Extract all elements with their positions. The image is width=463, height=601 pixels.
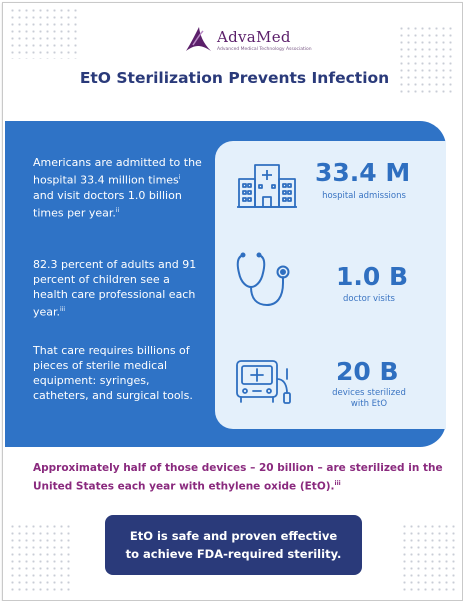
stat-label-line-1: devices sterilized	[332, 388, 406, 398]
fact-paragraph-3: That care requires billions of pieces of…	[33, 343, 203, 403]
safety-callout-box: EtO is safe and proven effective to achi…	[105, 515, 362, 575]
page-title: EtO Sterilization Prevents Infection	[79, 69, 390, 87]
callout-line-2: to achieve FDA-required sterility.	[125, 547, 342, 561]
dot-pattern-bottom-right	[401, 523, 457, 593]
advamed-logo-mark-icon	[186, 27, 211, 51]
hospital-building-icon	[237, 164, 297, 208]
stats-panel	[215, 141, 446, 429]
logo-name: AdvaMed	[217, 28, 291, 46]
closing-statement: Approximately half of those devices – 20…	[33, 461, 443, 495]
fact-2-text: 82.3 percent of adults and 91 percent of…	[33, 258, 197, 319]
stat-value-doctor-visits: 1.0 B	[336, 262, 409, 291]
stat-value-devices-sterilized: 20 B	[336, 357, 399, 386]
logo-tagline: Advanced Medical Technology Association	[217, 47, 312, 52]
callout-line-1: EtO is safe and proven effective	[129, 529, 338, 543]
fact-paragraph-2: 82.3 percent of adults and 91 percent of…	[33, 257, 203, 320]
fact-paragraph-1: Americans are admitted to the hospital 3…	[33, 155, 203, 220]
stethoscope-icon	[236, 252, 290, 307]
stat-label-hospital: hospital admissions	[322, 191, 406, 201]
fact-1-text-start: Americans are admitted to the hospital 3…	[33, 156, 202, 187]
footnote-ref: iii	[60, 306, 66, 313]
stat-value-hospital: 33.4 M	[315, 158, 411, 187]
fact-1-text-end: and visit doctors 1.0 billion times per …	[33, 188, 182, 220]
stat-label-line-2: with EtO	[350, 399, 388, 409]
footnote-ref: i	[178, 174, 181, 181]
advamed-logo: AdvaMed Advanced Medical Technology Asso…	[183, 25, 313, 59]
dot-pattern-bottom-left	[9, 523, 71, 593]
stat-label-devices-sterilized: devices sterilized with EtO	[314, 388, 424, 410]
dot-pattern-top-left	[9, 7, 79, 59]
dot-pattern-top-right	[398, 25, 454, 95]
footnote-ref: ii	[115, 206, 120, 214]
fact-3-text: That care requires billions of pieces of…	[33, 344, 193, 402]
stat-label-doctor-visits: doctor visits	[343, 294, 395, 304]
closing-text: Approximately half of those devices – 20…	[33, 462, 443, 493]
footnote-ref: iii	[334, 480, 341, 487]
medical-device-icon	[236, 360, 291, 404]
